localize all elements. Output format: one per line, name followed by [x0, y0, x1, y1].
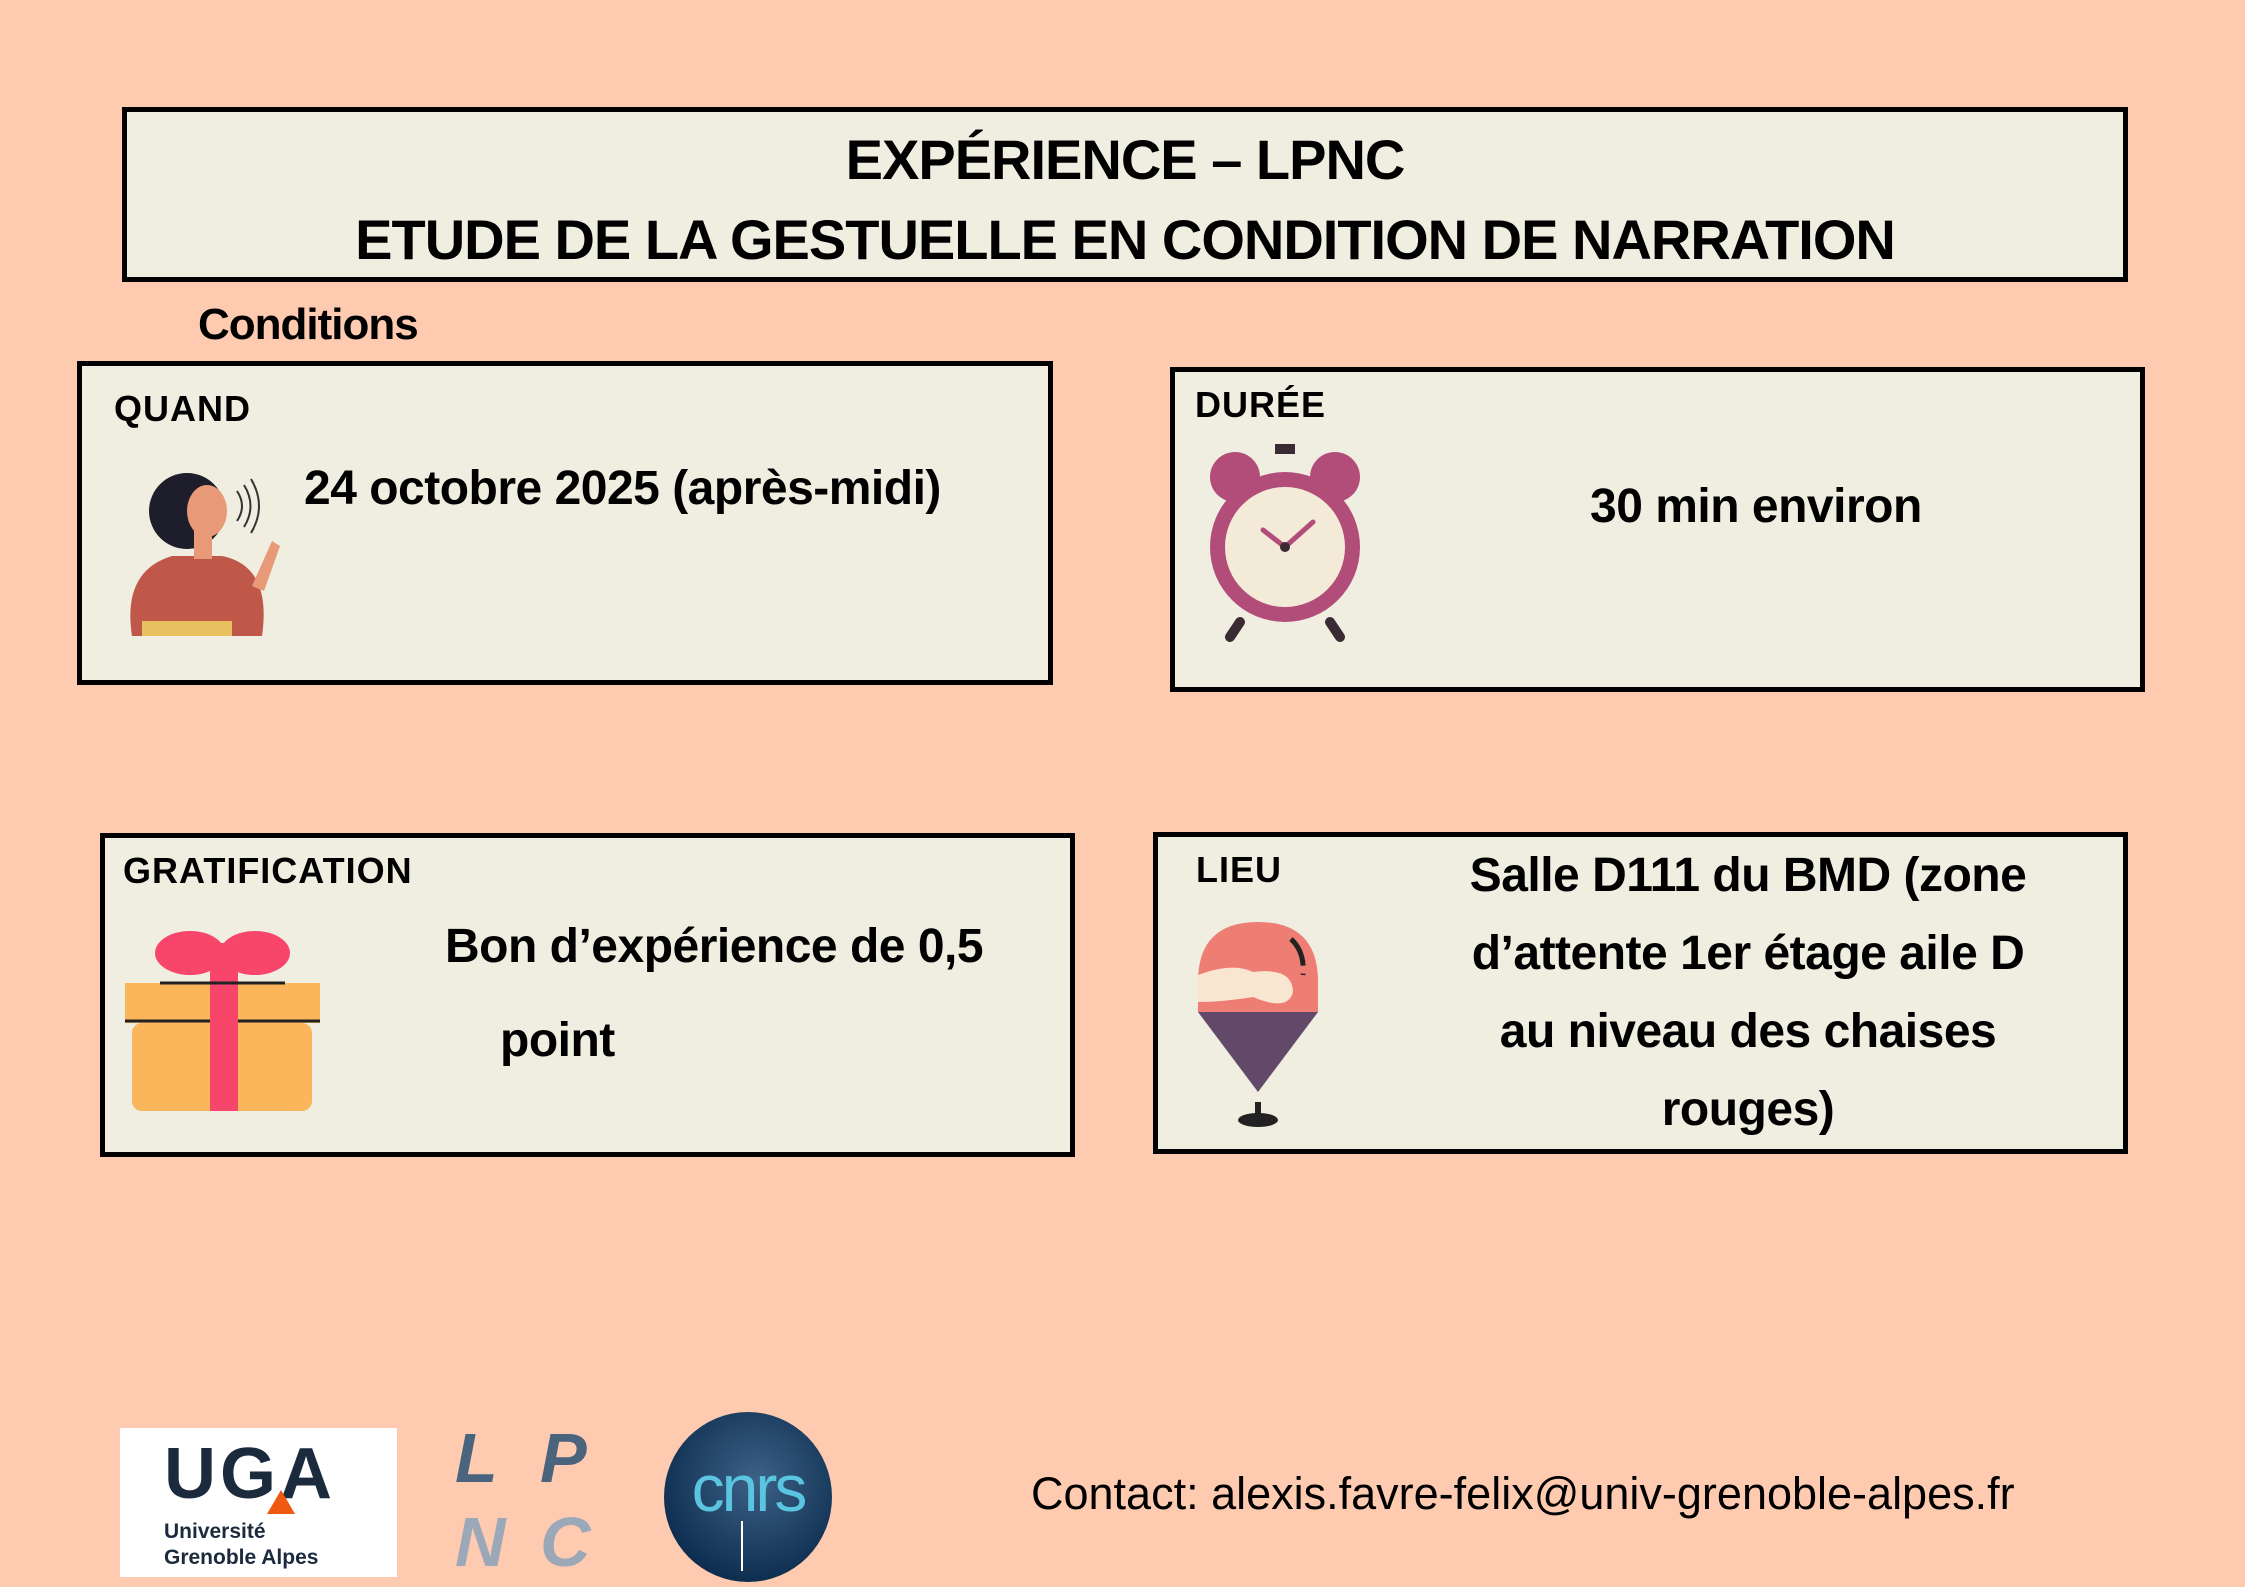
- card-label: QUAND: [114, 388, 251, 429]
- title-banner: EXPÉRIENCE – LPNC ETUDE DE LA GESTUELLE …: [122, 107, 2128, 282]
- card-text: 30 min environ: [1590, 480, 1922, 533]
- woman-speaking-icon: [130, 473, 280, 636]
- uga-triangle: [267, 1490, 295, 1514]
- card-gratification: GRATIFICATION Bon d’expérience de 0,5 po…: [100, 833, 1075, 1157]
- gift-icon: [125, 931, 320, 1111]
- lpnc-letter-p: P: [540, 1419, 587, 1497]
- card-quand: QUAND 24 octobre 2025 (après-midi): [77, 361, 1053, 685]
- card-text-line: rouges): [1661, 1083, 1835, 1136]
- alarm-clock-icon: [1210, 444, 1360, 642]
- lpnc-letter-l: L: [455, 1419, 498, 1497]
- card-label: LIEU: [1196, 849, 1283, 890]
- card-label: DURÉE: [1195, 384, 1327, 425]
- card-text-line: Salle D111 du BMD (zone: [1469, 849, 2027, 902]
- cnrs-logo: cnrs: [664, 1412, 832, 1582]
- card-text-block: Salle D111 du BMD (zone d’attente 1er ét…: [1458, 837, 2038, 1149]
- card-lieu: LIEU Salle D111 du BMD (zone d’attente 1…: [1153, 832, 2128, 1154]
- uga-line-2: Grenoble Alpes: [164, 1546, 319, 1569]
- lpnc-logo: L P N C: [455, 1419, 592, 1581]
- title-line-2: ETUDE DE LA GESTUELLE EN CONDITION DE NA…: [355, 208, 1896, 271]
- card-text-line-1: Bon d’expérience de 0,5: [445, 920, 984, 973]
- uga-logo: UGA Université Grenoble Alpes: [120, 1428, 397, 1577]
- map-pin-icon: [1198, 922, 1318, 1127]
- lpnc-letter-n: N: [455, 1503, 507, 1581]
- card-label: GRATIFICATION: [123, 850, 413, 891]
- card-text: 24 octobre 2025 (après-midi): [304, 462, 941, 515]
- contact-text: Contact: alexis.favre-felix@univ-grenobl…: [1031, 1468, 2015, 1519]
- title-line-1: EXPÉRIENCE – LPNC: [845, 128, 1406, 191]
- card-duree: DURÉE 30 min environ: [1170, 367, 2145, 692]
- card-text-line-2: point: [500, 1014, 615, 1067]
- cnrs-wordmark: cnrs: [692, 1451, 806, 1525]
- card-text-line: au niveau des chaises: [1499, 1005, 1997, 1058]
- card-text-line: d’attente 1er étage aile D: [1471, 927, 2025, 980]
- uga-mark: UGA: [164, 1434, 336, 1514]
- lpnc-letter-c: C: [540, 1503, 592, 1581]
- uga-line-1: Université: [164, 1520, 266, 1543]
- section-label: Conditions: [198, 300, 419, 349]
